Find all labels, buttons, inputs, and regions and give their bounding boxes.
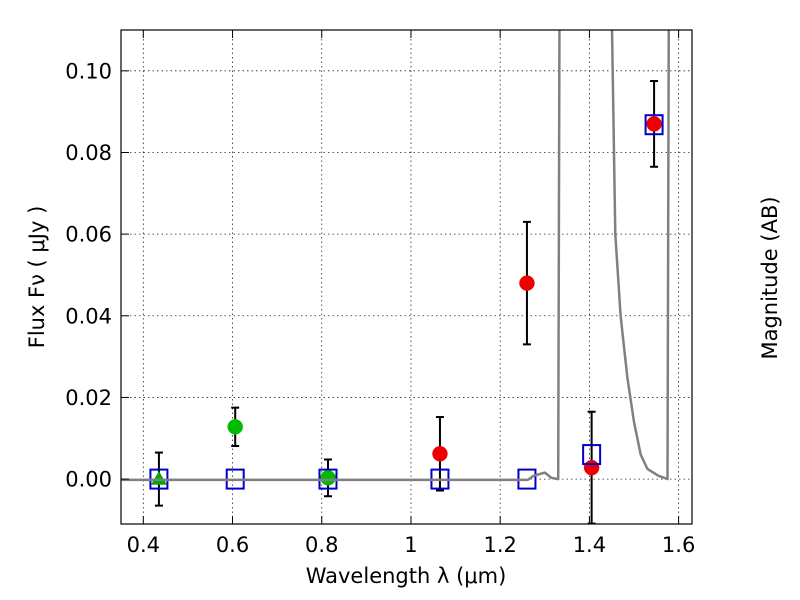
x-tick-label: 0.6 [216,533,249,557]
plot-frame [120,29,693,525]
y-tick-label: 0.08 [65,141,112,165]
x-tick-label: 1.2 [483,533,516,557]
transmission-curve [121,30,561,482]
y-axis-label: Flux Fν ( μJy ) [25,206,49,349]
x-axis-label: Wavelength λ (μm) [306,564,507,588]
circle-marker [646,116,662,132]
circle-marker [583,459,600,476]
circle-marker [227,419,243,435]
x-tick-label: 1.4 [573,533,606,557]
y-tick-label: 0.04 [65,304,112,328]
x-tick-label: 1.6 [662,533,695,557]
circle-marker [519,275,535,291]
grid [121,30,692,524]
x-tick-label: 1 [404,533,417,557]
circle-marker [320,470,336,486]
x-tick-label: 0.4 [127,533,160,557]
right-axis-label: Magnitude (AB) [758,196,782,359]
y-tick-label: 0.10 [65,59,112,83]
square-marker [582,444,602,466]
ticks: 0.4 0.6 0.8 1 1.2 1.4 1.6 0.00 0.02 0.04 0.06 0.08 0… [65,30,695,557]
y-tick-label: 0.06 [65,223,112,247]
y-tick-label: 0.02 [65,386,112,410]
circle-marker [432,446,448,462]
y-tick-label: 0.00 [65,468,112,492]
transmission-curve [610,30,670,481]
data-layer [121,30,670,524]
square-marker [644,114,664,136]
triangle-marker [150,471,167,485]
x-tick-label: 0.8 [305,533,338,557]
